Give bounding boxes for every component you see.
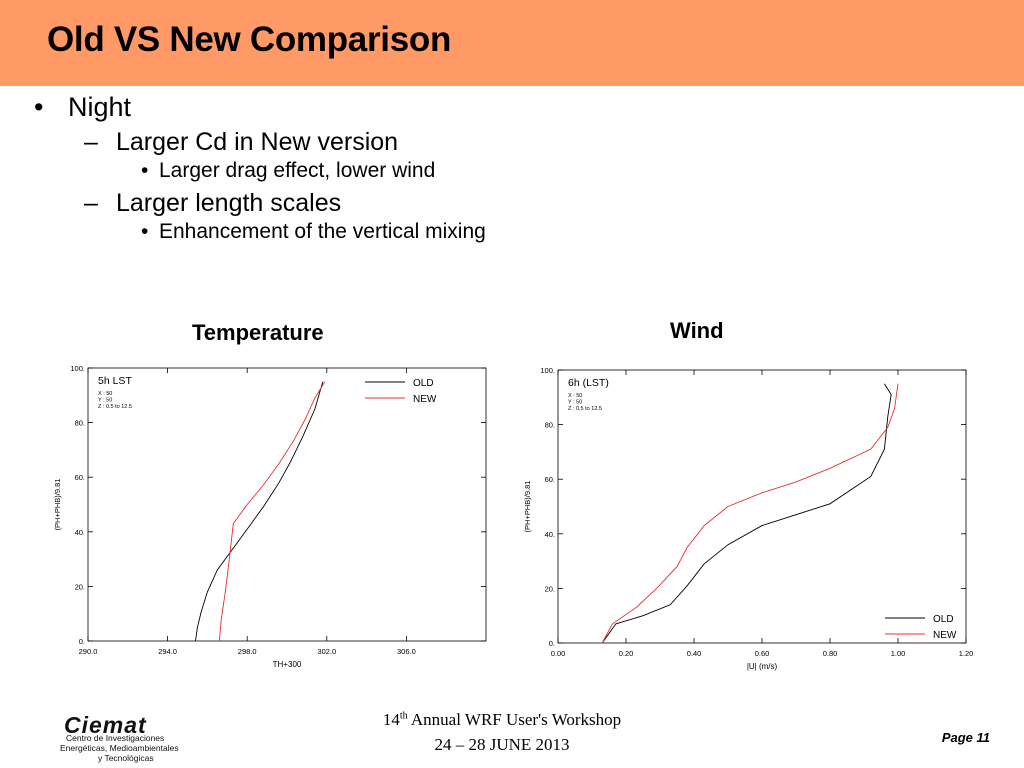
x-tick-label: 290.0 xyxy=(79,647,98,656)
x-tick-label: 1.20 xyxy=(959,649,974,658)
info-line: Y : 50 xyxy=(98,398,112,404)
bullet-text: Larger drag effect, lower wind xyxy=(159,159,436,182)
bullet-text: Larger length scales xyxy=(116,189,342,217)
bullet-dash: – xyxy=(84,189,98,217)
x-tick-label: 0.20 xyxy=(619,649,634,658)
y-tick-label: 0. xyxy=(549,639,555,648)
bullet-drag-effect: • Larger drag effect, lower wind xyxy=(141,159,435,183)
info-line: X : 50 xyxy=(98,391,112,397)
series-line-new xyxy=(218,381,326,642)
legend-label-old: OLD xyxy=(413,378,434,389)
x-tick-label: 294.0 xyxy=(158,647,177,656)
x-tick-label: 1.00 xyxy=(891,649,906,658)
panel-title: 5h LST xyxy=(98,375,132,387)
y-tick-label: 20. xyxy=(545,584,555,593)
bullet-larger-cd: – Larger Cd in New version xyxy=(84,128,398,157)
y-axis-label: (PH+PHB)/9.81 xyxy=(523,481,532,533)
bullet-text: Enhancement of the vertical mixing xyxy=(159,220,486,243)
plot-frame xyxy=(87,367,487,642)
bullet-length-scales: – Larger length scales xyxy=(84,189,341,218)
panel-title: 6h (LST) xyxy=(568,377,609,389)
bullet-dot: • xyxy=(34,92,44,122)
y-tick-label: 100. xyxy=(540,366,555,375)
y-tick-label: 60. xyxy=(545,475,555,484)
y-tick-label: 80. xyxy=(75,419,85,428)
x-tick-label: 0.80 xyxy=(823,649,838,658)
logo-line-2: Energéticas, Medioambientales xyxy=(60,743,179,753)
page-number: Page 11 xyxy=(941,730,990,745)
workshop-name: 14th Annual WRF User's Workshop xyxy=(300,710,704,730)
series-line-new xyxy=(601,383,899,644)
y-tick-label: 0. xyxy=(79,637,85,646)
y-tick-label: 40. xyxy=(545,530,555,539)
bullet-text: Larger Cd in New version xyxy=(116,128,399,156)
plot-frame xyxy=(557,369,967,644)
x-axis-label: |U| (m/s) xyxy=(747,662,778,671)
y-tick-label: 100. xyxy=(70,364,85,373)
info-line: Z : 0.5 to 12.5 xyxy=(98,404,132,410)
info-line: Z : 0.5 to 12.5 xyxy=(568,406,602,412)
x-tick-label: 306.0 xyxy=(397,647,416,656)
logo-line-3: y Tecnológicas xyxy=(98,753,154,763)
workshop-dates: 24 – 28 JUNE 2013 xyxy=(434,735,570,754)
ciemat-logo: Ciemat Centro de Investigaciones Energét… xyxy=(56,712,216,763)
wind-chart: 0.00 0.20 0.40 0.60 0.80 1.00 1.20 0. 20. 40. 60. 8… xyxy=(523,366,974,671)
workshop-number: 14 xyxy=(382,710,400,729)
legend-label-old: OLD xyxy=(933,614,954,625)
y-tick-label: 40. xyxy=(75,528,85,537)
x-tick-label: 298.0 xyxy=(238,647,257,656)
bullet-night: • Night xyxy=(34,92,131,123)
y-tick-label: 60. xyxy=(75,473,85,482)
series-line-old xyxy=(601,383,892,644)
x-axis-label: TH+300 xyxy=(273,660,302,669)
slide-title: Old VS New Comparison xyxy=(47,20,452,59)
y-tick-label: 80. xyxy=(545,421,555,430)
temperature-chart-title: Temperature xyxy=(192,320,324,345)
title-bar: Old VS New Comparison xyxy=(0,0,1024,86)
x-tick-label: 302.0 xyxy=(317,647,336,656)
workshop-ordinal: th xyxy=(399,710,408,722)
info-line: Y : 50 xyxy=(568,400,582,406)
legend-label-new: NEW xyxy=(933,630,957,641)
x-tick-label: 0.60 xyxy=(755,649,770,658)
bullet-dot: • xyxy=(141,159,149,182)
bullet-text: Night xyxy=(68,92,132,122)
bullet-dash: – xyxy=(84,128,98,156)
logo-line-1: Centro de Investigaciones xyxy=(66,733,165,743)
x-tick-label: 0.40 xyxy=(687,649,702,658)
wind-chart-title: Wind xyxy=(670,318,724,343)
temperature-chart: 290.0 294.0 298.0 302.0 306.0 0. 20. 40. 60. 80. 1… xyxy=(53,364,487,669)
x-tick-label: 0.00 xyxy=(551,649,566,658)
y-axis-label: (PH+PHB)/9.81 xyxy=(53,479,62,531)
bullet-dot: • xyxy=(141,220,149,243)
logo-wordmark: Ciemat xyxy=(64,712,147,738)
series-line-old xyxy=(195,381,324,642)
legend-label-new: NEW xyxy=(413,394,437,405)
workshop-text: Annual WRF User's Workshop xyxy=(407,710,622,729)
bullet-vertical-mixing: • Enhancement of the vertical mixing xyxy=(141,220,486,244)
info-line: X : 50 xyxy=(568,393,582,399)
y-tick-label: 20. xyxy=(75,582,85,591)
